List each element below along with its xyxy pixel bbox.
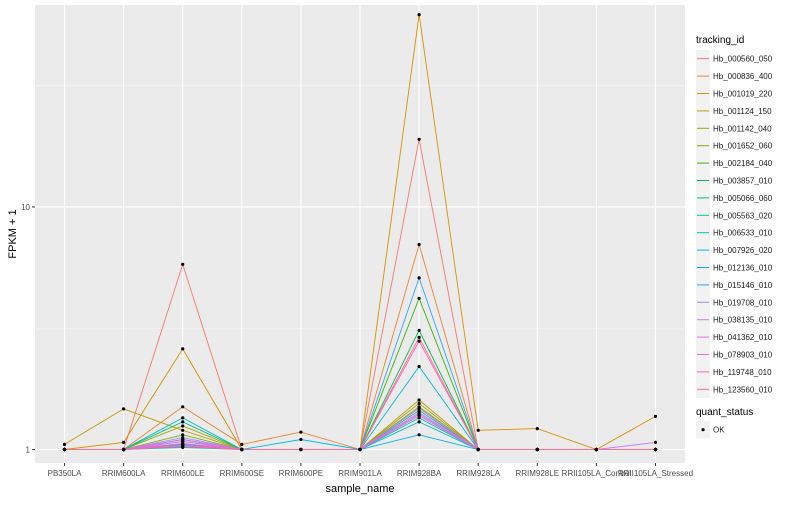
data-point [417, 335, 421, 339]
data-point [62, 447, 67, 452]
data-point [653, 447, 658, 452]
legend-label: Hb_001652_060 [713, 142, 773, 151]
y-axis: 1 10 [21, 203, 35, 455]
legend-label: Hb_019708_010 [713, 298, 773, 307]
data-point [417, 296, 421, 300]
legend-label: Hb_005066_060 [713, 194, 773, 203]
data-point [417, 433, 421, 437]
legend-label: Hb_123560_010 [713, 385, 773, 394]
x-axis: PB350LA RRIM600LA RRIM600LE RRIM600SE RRIM60… [48, 463, 693, 478]
legend-label: Hb_006533_010 [713, 229, 773, 238]
data-points [62, 13, 658, 452]
data-point [181, 424, 185, 428]
shape-legend-title: quant_status [696, 407, 753, 418]
data-point [299, 447, 303, 452]
data-point [535, 447, 539, 452]
data-point [417, 398, 421, 402]
data-point [476, 428, 480, 432]
data-point [181, 347, 185, 351]
x-tick-label: RRIM600LA [102, 469, 146, 478]
y-tick-label: 10 [21, 203, 30, 212]
data-point [181, 444, 185, 448]
data-point [62, 442, 67, 446]
x-tick-label: RRIM928LE [515, 469, 559, 478]
legend-label: Hb_119748_010 [713, 368, 772, 377]
shape-legend-label: OK [713, 426, 725, 435]
x-tick-label: RRIM600PE [279, 469, 323, 478]
data-point [417, 420, 421, 424]
legend-label: Hb_000560_050 [713, 55, 773, 64]
legend-label: Hb_041362_010 [713, 333, 773, 342]
data-point [181, 437, 185, 442]
legend-label: Hb_001019_220 [713, 90, 773, 99]
data-point [476, 447, 480, 452]
data-point [122, 447, 126, 452]
legend-label: Hb_007926_020 [713, 246, 773, 255]
data-point [181, 262, 185, 266]
x-axis-title: sample_name [325, 483, 394, 495]
x-tick-label: PB350LA [48, 469, 82, 478]
data-point [417, 408, 421, 412]
data-point [417, 416, 421, 420]
data-point [417, 406, 421, 410]
legend-label: Hb_002184_040 [713, 159, 773, 168]
data-point [417, 242, 421, 247]
y-axis-title: FPKM + 1 [7, 209, 19, 258]
data-point [181, 420, 185, 424]
data-point [417, 328, 421, 332]
data-point [122, 440, 126, 444]
legend-label: Hb_005563_020 [713, 211, 773, 220]
x-tick-label: RRIM928LA [456, 469, 500, 478]
x-tick-label: RRIM600LE [161, 469, 205, 478]
legend-label: Hb_078903_010 [713, 351, 773, 360]
data-point [417, 411, 421, 415]
x-tick-label: RRIM901LA [338, 469, 382, 478]
data-point [181, 441, 185, 445]
data-point [181, 416, 185, 420]
data-point [299, 437, 303, 442]
x-tick-label: RRIM928BA [397, 469, 442, 478]
data-point [535, 427, 539, 431]
legend-label: Hb_003857_010 [713, 177, 773, 186]
legend-label: Hb_001124_150 [713, 107, 772, 116]
data-point [417, 401, 421, 405]
data-point [240, 442, 244, 446]
data-point [181, 405, 185, 409]
legend-label: Hb_012136_010 [713, 264, 773, 273]
data-point [181, 428, 185, 432]
data-point [299, 430, 303, 434]
legend-title: tracking_id [696, 35, 744, 46]
x-tick-label: RRII105LA_Control [562, 469, 632, 478]
data-point [417, 364, 421, 369]
data-point [417, 13, 421, 17]
data-point [417, 137, 421, 141]
data-point [181, 433, 185, 437]
data-point [653, 414, 658, 418]
x-tick-label: RRII105LA_Stressed [618, 469, 693, 478]
data-point [653, 440, 658, 444]
data-point [358, 447, 362, 452]
shape-legend-point [701, 428, 705, 432]
legend-label: Hb_001142_040 [713, 124, 772, 133]
y-tick-label: 1 [26, 446, 31, 455]
data-point [417, 414, 421, 418]
data-point [594, 447, 599, 452]
data-point [417, 276, 421, 280]
legend-label: Hb_000836_400 [713, 72, 773, 81]
data-point [240, 447, 244, 452]
x-tick-label: RRIM600SE [220, 469, 264, 478]
data-point [417, 339, 421, 343]
legend: tracking_id quant_status Hb_000560_050 Hb… [696, 35, 773, 439]
legend-label: Hb_015146_010 [713, 281, 773, 290]
data-point [122, 407, 126, 411]
legend-label: Hb_038135_010 [713, 316, 773, 325]
